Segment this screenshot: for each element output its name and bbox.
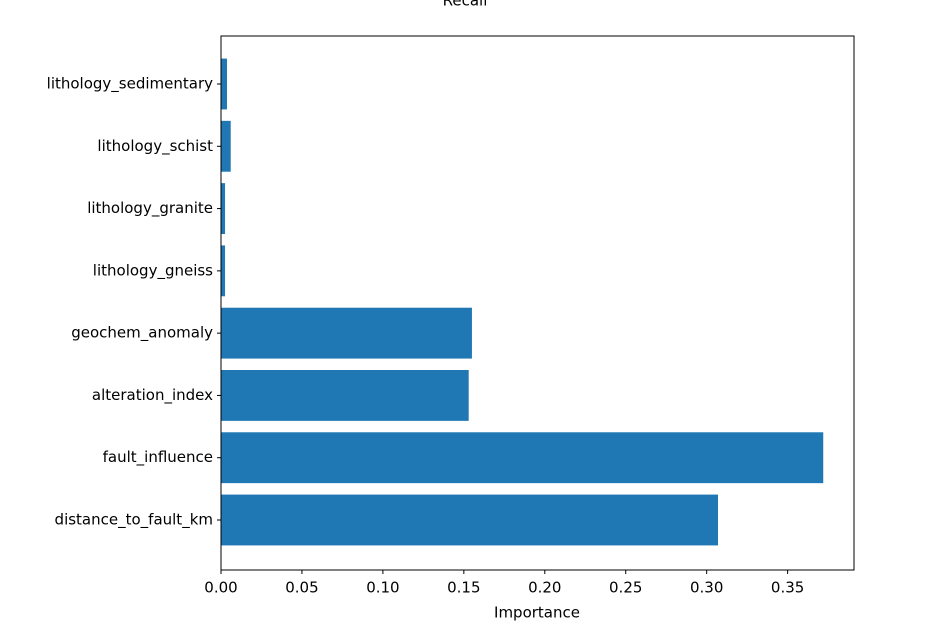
x-tick-label: 0.25 [609,579,642,597]
chart-title: Recall [443,0,488,10]
y-tick-label: lithology_granite [87,199,213,218]
bar [221,432,824,484]
x-axis-label: Importance [494,604,580,622]
x-tick-label: 0.10 [366,579,399,597]
bar [221,183,226,234]
y-tick-label: lithology_gneiss [93,261,213,280]
bar [221,370,469,421]
x-tick-label: 0.15 [447,579,480,597]
x-tick-label: 0.05 [285,579,318,597]
bar [221,245,226,297]
x-tick-label: 0.35 [771,579,804,597]
x-tick-label: 0.00 [204,579,237,597]
y-tick-label: alteration_index [92,386,213,405]
plot-frame [220,35,855,571]
bar [221,58,227,110]
y-tick-label: lithology_sedimentary [47,75,213,94]
y-tick-label: lithology_schist [97,137,213,156]
y-tick-label: distance_to_fault_km [55,511,213,530]
y-tick-label: fault_influence [103,448,213,467]
bar [221,120,231,172]
y-tick-label: geochem_anomaly [71,324,213,343]
x-tick-label: 0.30 [690,579,723,597]
bar [221,307,472,359]
x-tick-label: 0.20 [528,579,561,597]
bar [221,494,719,546]
